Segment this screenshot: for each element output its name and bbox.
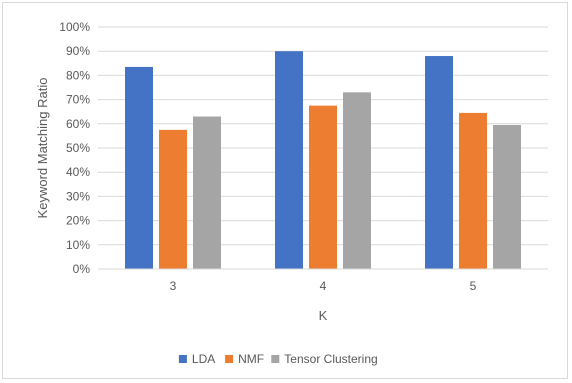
bar-tensor-clustering-k3 <box>193 116 221 269</box>
x-tick-label: 3 <box>170 279 177 293</box>
x-axis-title: K <box>319 308 328 323</box>
x-axis-ticks: 3 4 5 <box>170 279 477 293</box>
legend-swatch <box>271 355 280 363</box>
legend-swatch <box>225 355 234 363</box>
bar-tensor-clustering-k4 <box>343 92 371 269</box>
y-tick-label: 10% <box>66 238 90 252</box>
bars <box>125 51 521 270</box>
y-axis-title: Keyword Matching Ratio <box>35 78 50 219</box>
bar-nmf-k5 <box>459 112 487 269</box>
y-tick-label: 70% <box>66 93 90 107</box>
legend-swatch <box>178 355 187 363</box>
legend: LDA NMF Tensor Clustering <box>178 352 378 366</box>
y-tick-label: 80% <box>66 68 90 82</box>
y-tick-label: 50% <box>66 141 90 155</box>
y-tick-label: 20% <box>66 214 90 228</box>
bar-tensor-clustering-k5 <box>493 125 521 269</box>
y-tick-label: 90% <box>66 44 90 58</box>
y-tick-label: 100% <box>59 20 90 34</box>
bar-nmf-k4 <box>309 105 337 270</box>
y-axis-ticks: 0% 10% 20% 30% 40% 50% 60% 70% 80% 90% 100% <box>59 20 90 276</box>
y-tick-label: 30% <box>66 189 90 203</box>
x-tick-label: 4 <box>320 279 327 293</box>
legend-label: LDA <box>192 352 215 366</box>
bar-lda-k5 <box>425 56 453 269</box>
y-tick-label: 0% <box>73 262 91 276</box>
bar-lda-k3 <box>125 66 153 270</box>
y-tick-label: 60% <box>66 117 90 131</box>
x-tick-label: 5 <box>470 279 477 293</box>
legend-label: NMF <box>238 352 264 366</box>
bar-lda-k4 <box>275 51 303 270</box>
legend-label: Tensor Clustering <box>284 352 377 366</box>
bar-nmf-k3 <box>159 129 187 269</box>
y-tick-label: 40% <box>66 165 90 179</box>
